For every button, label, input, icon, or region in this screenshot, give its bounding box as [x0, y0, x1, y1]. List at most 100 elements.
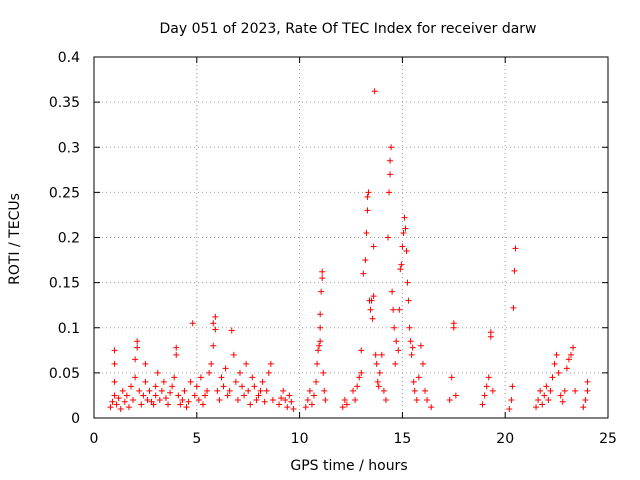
data-point: [341, 396, 348, 403]
data-point: [239, 383, 246, 390]
data-point: [541, 392, 548, 399]
data-point: [111, 392, 118, 399]
data-point: [228, 327, 235, 334]
data-point: [376, 369, 383, 376]
data-point: [543, 383, 550, 390]
data-point: [511, 267, 518, 274]
data-point: [402, 225, 409, 232]
data-point: [385, 234, 392, 241]
data-point: [428, 404, 435, 411]
data-point: [387, 157, 394, 164]
data-point: [253, 396, 260, 403]
data-point: [410, 378, 417, 385]
data-point: [572, 387, 579, 394]
data-point: [512, 245, 519, 252]
data-point: [150, 401, 157, 408]
data-point: [169, 383, 176, 390]
data-point: [422, 387, 429, 394]
data-point: [555, 369, 562, 376]
data-point: [206, 369, 213, 376]
data-point: [191, 392, 198, 399]
data-point: [559, 398, 566, 405]
data-point: [557, 392, 564, 399]
data-point: [204, 387, 211, 394]
data-point: [230, 351, 237, 358]
x-tick-label: 15: [393, 431, 411, 447]
data-point: [580, 404, 587, 411]
data-point: [121, 398, 128, 405]
data-point: [386, 189, 393, 196]
data-point: [395, 347, 402, 354]
data-point: [175, 392, 182, 399]
data-point: [315, 347, 322, 354]
data-point: [234, 396, 241, 403]
data-point: [284, 404, 291, 411]
data-point: [448, 374, 455, 381]
data-point: [276, 401, 283, 408]
y-axis-label: ROTI / TECUs: [7, 193, 23, 285]
y-tick-label: 0.05: [49, 366, 80, 382]
data-point: [352, 396, 359, 403]
y-tick-labels: 0 0.05 0.1 0.15 0.2 0.25 0.3 0.35 0.4: [49, 50, 80, 427]
data-point: [371, 88, 378, 95]
data-point: [390, 306, 397, 313]
data-point: [232, 378, 239, 385]
data-point: [396, 306, 403, 313]
data-point: [267, 360, 274, 367]
data-point: [389, 288, 396, 295]
data-point: [187, 378, 194, 385]
data-point: [111, 347, 118, 354]
data-point: [398, 261, 405, 268]
data-point: [409, 344, 416, 351]
data-point: [317, 311, 324, 318]
data-point: [364, 207, 371, 214]
data-point: [397, 266, 404, 273]
data-point: [489, 387, 496, 394]
data-point: [132, 374, 139, 381]
data-point: [160, 378, 167, 385]
data-point: [269, 396, 276, 403]
data-point: [378, 351, 385, 358]
data-point: [370, 293, 377, 300]
data-point: [306, 387, 313, 394]
data-point: [509, 383, 516, 390]
data-point: [115, 395, 122, 402]
y-tick-label: 0: [71, 411, 80, 427]
data-point: [358, 347, 365, 354]
data-point: [382, 396, 389, 403]
data-point: [290, 405, 297, 412]
data-point: [243, 360, 250, 367]
data-point: [391, 324, 398, 331]
data-point: [356, 374, 363, 381]
data-point: [261, 398, 268, 405]
data-point: [177, 401, 184, 408]
data-point: [259, 378, 266, 385]
data-point: [563, 365, 570, 372]
data-point: [561, 387, 568, 394]
data-point: [310, 392, 317, 399]
data-point: [304, 396, 311, 403]
y-tick-label: 0.4: [58, 50, 80, 66]
data-point: [417, 342, 424, 349]
data-point: [411, 387, 418, 394]
data-point: [214, 387, 221, 394]
data-point: [369, 315, 376, 322]
data-point: [400, 229, 407, 236]
data-point: [212, 326, 219, 333]
x-tick-labels: 0 5 10 15 20 25: [90, 431, 617, 447]
data-point: [570, 344, 577, 351]
data-point: [165, 401, 172, 408]
data-point: [236, 369, 243, 376]
chart-title: Day 051 of 2023, Rate Of TEC Index for r…: [159, 21, 536, 37]
data-point: [393, 338, 400, 345]
data-point: [162, 395, 169, 402]
data-point: [210, 320, 217, 327]
data-point: [584, 387, 591, 394]
data-point: [413, 396, 420, 403]
data-point: [212, 313, 219, 320]
data-point: [539, 401, 546, 408]
data-point: [134, 338, 141, 345]
data-point: [452, 392, 459, 399]
data-point: [373, 360, 380, 367]
